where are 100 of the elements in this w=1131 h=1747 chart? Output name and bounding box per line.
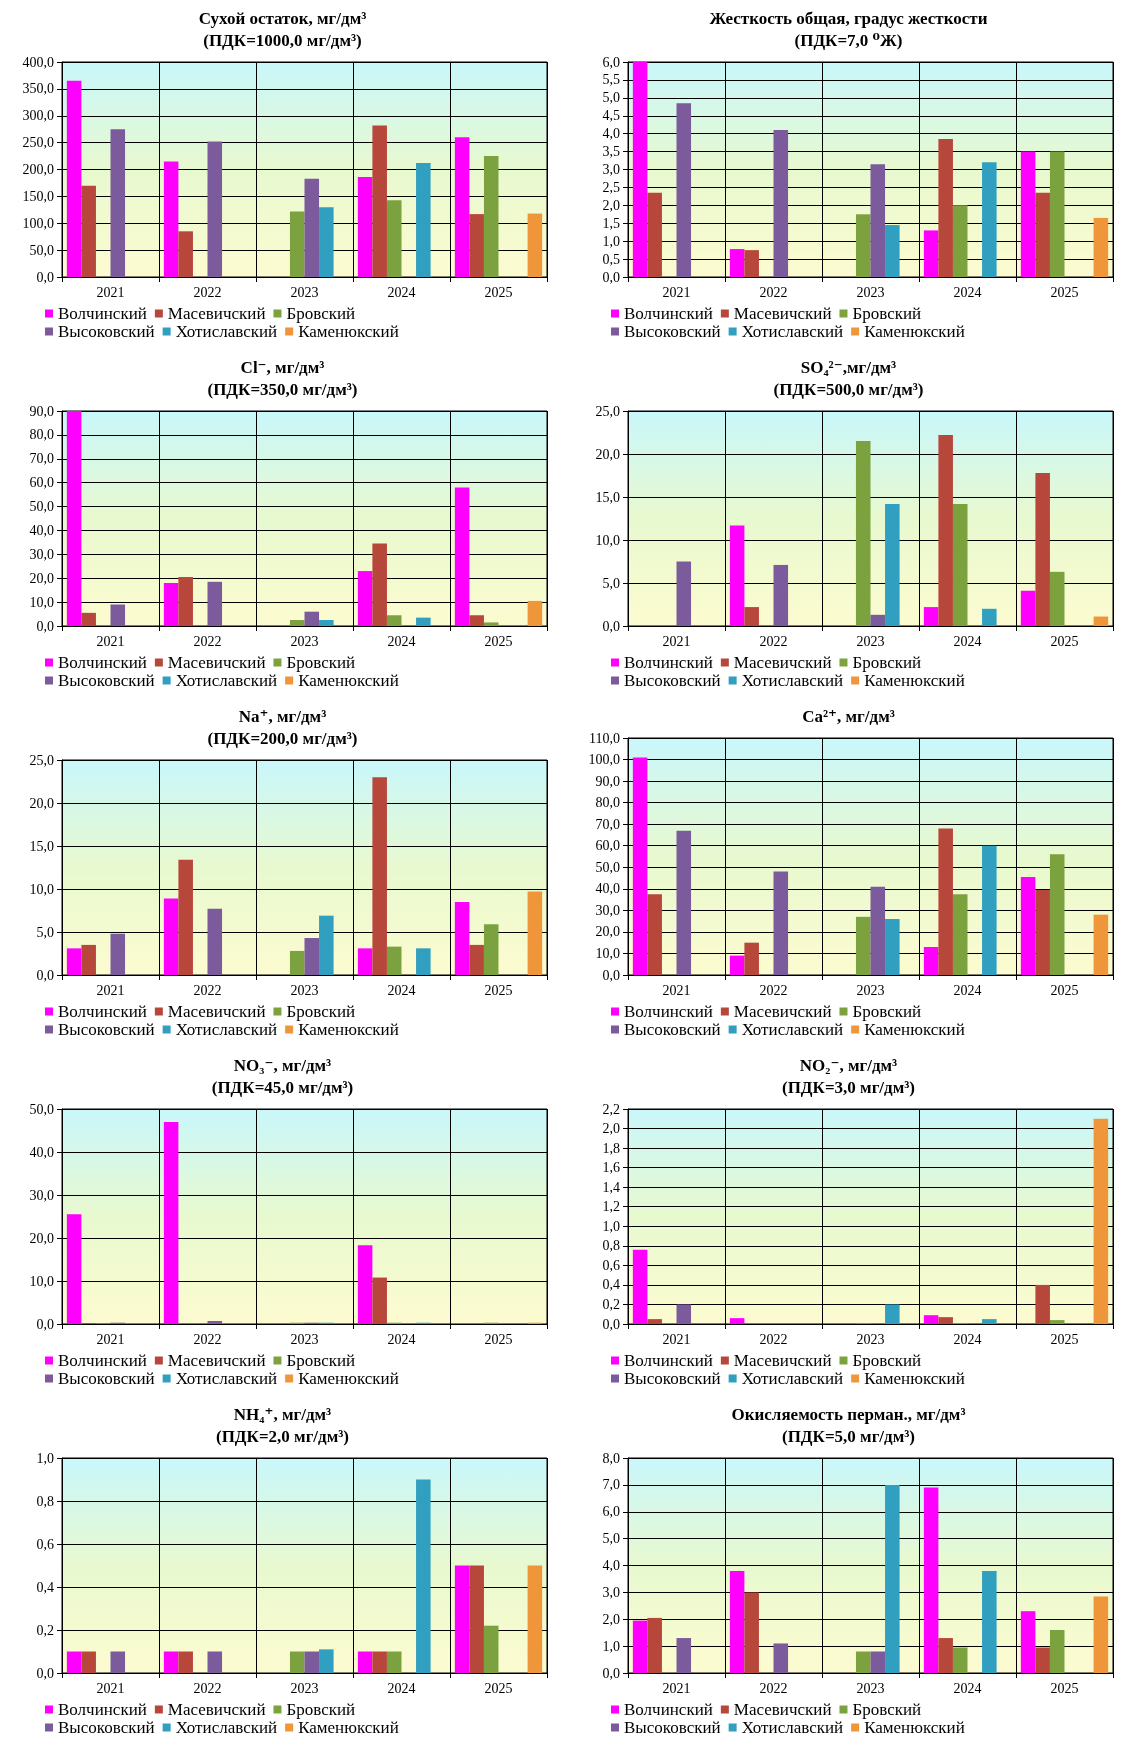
bar (416, 948, 431, 975)
y-tick-label: 40,0 (29, 522, 54, 538)
legend-label: Бровский (852, 304, 922, 323)
chart-title: SO₄²⁻,мг/дм³ (800, 357, 897, 377)
legend-label: Высоковский (58, 1020, 155, 1039)
y-tick-label: 6,0 (602, 54, 620, 70)
x-tick-label: 2021 (96, 982, 125, 998)
bar (982, 1570, 997, 1673)
bar (81, 1651, 96, 1673)
y-tick-label: 0,0 (602, 618, 620, 634)
chart-title: NO₂⁻, мг/дм³ (799, 1055, 898, 1075)
bar (372, 125, 387, 277)
bar (647, 1617, 662, 1673)
bar (319, 915, 334, 975)
y-tick-label: 5,0 (36, 924, 54, 940)
bar (81, 944, 96, 975)
bar (527, 600, 543, 626)
y-tick-label: 1,6 (602, 1160, 620, 1176)
y-tick-label: 60,0 (595, 838, 620, 854)
y-tick-label: 50,0 (595, 859, 620, 875)
bar (744, 942, 759, 975)
y-tick-label: 4,0 (602, 126, 620, 142)
legend-label: Хотиславский (741, 671, 844, 690)
y-tick-label: 250,0 (22, 135, 54, 151)
bar (416, 1479, 431, 1673)
bar (163, 898, 179, 975)
bar (938, 139, 953, 277)
bar (982, 608, 997, 626)
legend-label: Масевичский (167, 1700, 266, 1719)
bar (469, 944, 484, 975)
bar (1020, 590, 1036, 626)
y-tick-label: 3,5 (602, 144, 620, 160)
y-tick-label: 1,5 (602, 215, 620, 231)
legend-label: Высоковский (58, 1718, 155, 1737)
bar (676, 103, 692, 277)
bar (304, 1651, 320, 1673)
legend-label: Бровский (286, 1002, 356, 1021)
x-tick-label: 2025 (484, 1331, 513, 1347)
bar (1020, 876, 1036, 975)
y-tick-label: 5,0 (602, 90, 620, 106)
bar (870, 164, 886, 277)
bar (982, 845, 997, 975)
legend-label: Бровский (852, 1002, 922, 1021)
bar (207, 1320, 223, 1324)
x-tick-label: 2022 (759, 1331, 788, 1347)
chart-subtitle: (ПДК=1000,0 мг/дм³) (203, 30, 362, 50)
y-tick-label: 50,0 (29, 242, 54, 258)
legend-label: Каменюкский (298, 1369, 399, 1388)
y-tick-label: 15,0 (595, 489, 620, 505)
bar (357, 1245, 373, 1324)
legend-label: Каменюкский (298, 671, 399, 690)
x-tick-label: 2025 (484, 982, 513, 998)
bar (81, 612, 96, 626)
bar (729, 525, 745, 626)
bar (773, 1643, 789, 1673)
chart-subtitle: (ПДК=350,0 мг/дм³) (207, 379, 358, 399)
bar (163, 1121, 179, 1324)
x-tick-label: 2023 (856, 284, 885, 300)
y-tick-label: 20,0 (29, 1230, 54, 1246)
x-tick-label: 2021 (96, 1680, 125, 1696)
bar (982, 162, 997, 277)
legend-label: Волчинский (58, 1700, 147, 1719)
legend-label: Высоковский (58, 671, 155, 690)
y-tick-label: 10,0 (29, 1273, 54, 1289)
legend-label: Масевичский (733, 1002, 832, 1021)
y-tick-label: 3,0 (602, 162, 620, 177)
legend-label: Хотиславский (175, 1718, 278, 1737)
y-tick-label: 30,0 (29, 1187, 54, 1203)
chart-title: Cl⁻, мг/дм³ (240, 357, 325, 377)
chart-subtitle: (ПДК=7,0 ⁰Ж) (794, 30, 903, 50)
x-tick-label: 2025 (484, 284, 513, 300)
y-tick-label: 25,0 (595, 403, 620, 419)
y-tick-label: 2,0 (602, 1121, 620, 1137)
x-tick-label: 2025 (1050, 633, 1079, 649)
bar (81, 185, 96, 277)
y-tick-label: 0,5 (602, 251, 620, 267)
bar (744, 1592, 759, 1673)
bar (855, 214, 871, 277)
bar (1093, 1118, 1109, 1324)
bar (982, 1319, 997, 1324)
bar (110, 604, 126, 626)
x-tick-label: 2023 (290, 1331, 319, 1347)
x-tick-label: 2021 (96, 633, 125, 649)
bar (454, 137, 470, 277)
y-tick-label: 50,0 (29, 1101, 54, 1117)
y-tick-label: 0,0 (36, 618, 54, 634)
y-tick-label: 5,0 (602, 1531, 620, 1547)
y-tick-label: 0,4 (602, 1277, 620, 1293)
chart-subtitle: (ПДК=200,0 мг/дм³) (207, 728, 358, 748)
legend-label: Высоковский (624, 671, 721, 690)
legend-label: Бровский (286, 1351, 356, 1370)
bar (357, 571, 373, 626)
x-tick-label: 2022 (759, 982, 788, 998)
bar (1035, 1284, 1050, 1324)
legend-label: Волчинский (58, 1002, 147, 1021)
bar (416, 617, 431, 626)
y-tick-label: 350,0 (22, 81, 54, 97)
bar (289, 950, 305, 975)
y-tick-label: 1,8 (602, 1140, 620, 1156)
bar (1093, 616, 1109, 626)
